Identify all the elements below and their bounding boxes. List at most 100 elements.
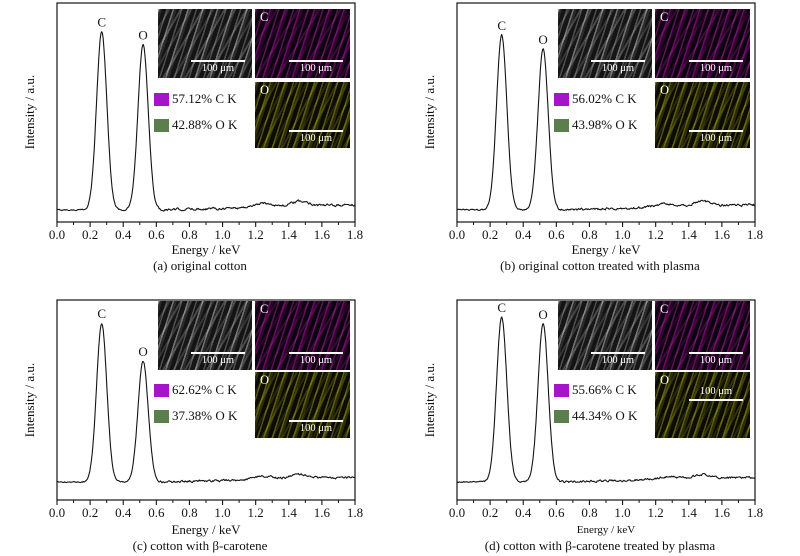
scale-label: 100 μm bbox=[299, 63, 333, 74]
peak-label-c: C bbox=[497, 300, 506, 315]
svg-text:1.4: 1.4 bbox=[281, 505, 298, 520]
composition-legend: 56.02% C K 43.98% O K bbox=[554, 91, 638, 144]
svg-text:0.4: 0.4 bbox=[515, 505, 532, 520]
scale-indicator: 100 μm bbox=[689, 386, 743, 401]
scale-indicator: 100 μm bbox=[191, 352, 245, 367]
composition-legend: 62.62% C K 37.38% O K bbox=[154, 382, 238, 435]
panel-caption: (a) original cotton bbox=[153, 258, 247, 273]
oxygen-map-inset: O 100 μm bbox=[255, 82, 350, 148]
carbon-percentage: 56.02% C K bbox=[572, 91, 637, 106]
carbon-percentage: 57.12% C K bbox=[172, 91, 237, 106]
carbon-map-inset: C 100 μm bbox=[655, 9, 750, 78]
svg-text:0.8: 0.8 bbox=[581, 227, 597, 242]
scale-bar bbox=[289, 60, 343, 62]
svg-text:0.8: 0.8 bbox=[181, 505, 197, 520]
carbon-map-label: C bbox=[660, 10, 669, 24]
svg-text:0.6: 0.6 bbox=[148, 505, 165, 520]
svg-text:1.2: 1.2 bbox=[648, 227, 664, 242]
scale-bar bbox=[689, 130, 743, 132]
svg-text:1.2: 1.2 bbox=[248, 505, 264, 520]
legend-item-carbon: 55.66% C K bbox=[554, 382, 637, 397]
scale-bar bbox=[289, 352, 343, 354]
scale-label: 100 μm bbox=[601, 355, 635, 366]
sem-image-inset: 100 μm bbox=[158, 9, 252, 78]
svg-text:0.0: 0.0 bbox=[49, 227, 65, 242]
scale-indicator: 100 μm bbox=[191, 60, 245, 75]
legend-item-oxygen: 44.34% O K bbox=[554, 408, 637, 423]
carbon-map-inset: C 100 μm bbox=[255, 301, 350, 370]
svg-text:1.8: 1.8 bbox=[747, 505, 763, 520]
scale-label: 100 μm bbox=[299, 133, 333, 144]
scale-bar bbox=[289, 130, 343, 132]
scale-bar bbox=[591, 352, 645, 354]
svg-text:1.4: 1.4 bbox=[681, 227, 698, 242]
x-axis-label: Energy / keV bbox=[571, 242, 641, 257]
carbon-percentage: 62.62% C K bbox=[172, 382, 237, 397]
oxygen-percentage: 37.38% O K bbox=[172, 408, 238, 423]
svg-text:1.8: 1.8 bbox=[747, 227, 763, 242]
scale-label: 100 μm bbox=[699, 386, 733, 397]
svg-text:1.6: 1.6 bbox=[314, 505, 331, 520]
scale-bar bbox=[591, 60, 645, 62]
peak-label-c: C bbox=[497, 18, 506, 33]
oxygen-swatch bbox=[154, 409, 169, 423]
edx-spectrum-plot-b: 0.0 0.2 0.4 0.6 0.8 1.0 1.2 1.4 1.6 1.8 C O bbox=[449, 2, 763, 242]
scale-label: 100 μm bbox=[699, 133, 733, 144]
scale-bar bbox=[289, 420, 343, 422]
svg-text:0.0: 0.0 bbox=[49, 505, 65, 520]
edx-spectrum-plot-c: 0.0 0.2 0.4 0.6 0.8 1.0 1.2 1.4 1.6 1.8 C O bbox=[49, 299, 363, 520]
scale-label: 100 μm bbox=[299, 423, 333, 434]
sem-image-inset: 100 μm bbox=[558, 301, 652, 370]
svg-text:1.6: 1.6 bbox=[714, 505, 731, 520]
x-axis-label: Energy / keV bbox=[171, 242, 241, 257]
svg-text:1.0: 1.0 bbox=[214, 505, 230, 520]
svg-text:0.2: 0.2 bbox=[482, 505, 498, 520]
oxygen-map-label: O bbox=[660, 373, 670, 387]
panel-caption: (d) cotton with β-carotene treated by pl… bbox=[484, 538, 716, 553]
svg-text:1.4: 1.4 bbox=[281, 227, 298, 242]
sem-image-inset: 100 μm bbox=[158, 301, 252, 370]
oxygen-percentage: 43.98% O K bbox=[572, 117, 638, 132]
y-axis-label: Intensity / a.u. bbox=[422, 362, 437, 438]
scale-indicator: 100 μm bbox=[591, 352, 645, 367]
legend-item-carbon: 56.02% C K bbox=[554, 91, 637, 106]
scale-indicator: 100 μm bbox=[289, 130, 343, 145]
svg-text:0.4: 0.4 bbox=[115, 505, 132, 520]
scale-bar bbox=[689, 60, 743, 62]
panel-b: 0.0 0.2 0.4 0.6 0.8 1.0 1.2 1.4 1.6 1.8 C O Intensi… bbox=[400, 0, 800, 278]
carbon-map-label: C bbox=[260, 302, 269, 316]
oxygen-swatch bbox=[554, 409, 569, 423]
svg-text:1.6: 1.6 bbox=[714, 227, 731, 242]
scale-label: 100 μm bbox=[201, 63, 235, 74]
x-axis-label: Energy / keV bbox=[576, 524, 636, 536]
carbon-swatch bbox=[554, 92, 569, 106]
edx-spectrum-plot-d: 0.0 0.2 0.4 0.6 0.8 1.0 1.2 1.4 1.6 1.8 C O bbox=[449, 299, 763, 520]
scale-label: 100 μm bbox=[201, 355, 235, 366]
svg-text:1.8: 1.8 bbox=[347, 505, 363, 520]
scale-bar bbox=[689, 352, 743, 354]
svg-text:1.0: 1.0 bbox=[214, 227, 230, 242]
carbon-map-inset: C 100 μm bbox=[255, 9, 350, 78]
oxygen-map-inset: O 100 μm bbox=[655, 82, 750, 148]
scale-bar bbox=[191, 60, 245, 62]
svg-text:0.8: 0.8 bbox=[581, 505, 597, 520]
legend-item-carbon: 62.62% C K bbox=[154, 382, 237, 397]
svg-text:0.8: 0.8 bbox=[181, 227, 197, 242]
oxygen-swatch bbox=[554, 118, 569, 132]
scale-indicator: 100 μm bbox=[289, 352, 343, 367]
composition-legend: 57.12% C K 42.88% O K bbox=[154, 91, 237, 144]
svg-text:0.2: 0.2 bbox=[82, 505, 98, 520]
svg-text:0.6: 0.6 bbox=[148, 227, 165, 242]
scale-label: 100 μm bbox=[699, 63, 733, 74]
panel-c: 0.0 0.2 0.4 0.6 0.8 1.0 1.2 1.4 1.6 1.8 C O Intensi… bbox=[0, 278, 400, 556]
scale-label: 100 μm bbox=[299, 355, 333, 366]
y-axis-label: Intensity / a.u. bbox=[22, 362, 37, 438]
svg-text:0.4: 0.4 bbox=[115, 227, 132, 242]
y-axis-label: Intensity / a.u. bbox=[422, 74, 437, 150]
scale-indicator: 100 μm bbox=[689, 60, 743, 75]
carbon-percentage: 55.66% C K bbox=[572, 382, 637, 397]
peak-label-c: C bbox=[97, 306, 106, 321]
sem-image-inset: 100 μm bbox=[558, 9, 652, 78]
oxygen-map-inset: O 100 μm bbox=[655, 372, 750, 438]
